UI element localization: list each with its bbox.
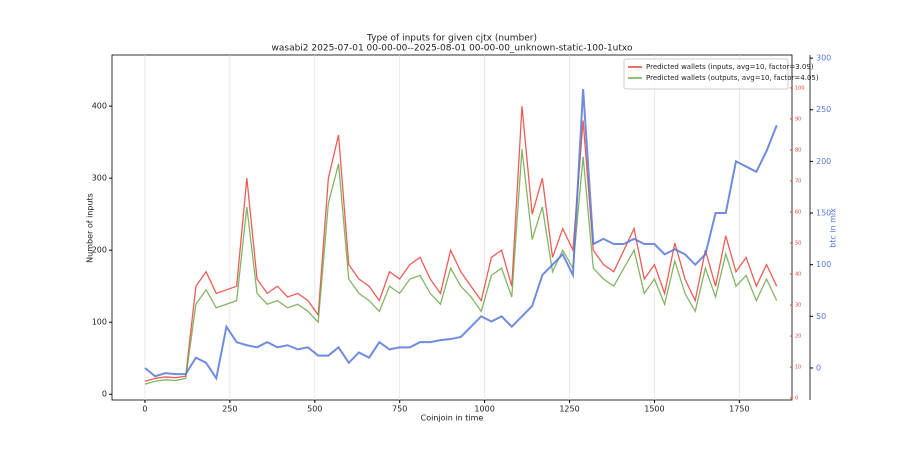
series-line [144, 149, 778, 385]
y-tick-label: 300 [92, 174, 107, 183]
x-tick-label: 250 [222, 405, 237, 414]
series-line [144, 106, 778, 382]
y2-tick-label: 200 [816, 157, 831, 166]
legend-label: Predicted wallets (outputs, avg=10, fact… [646, 74, 819, 82]
series-line [144, 89, 778, 381]
y3-tick-label: 80 [795, 147, 801, 153]
y2-tick-label: 0 [816, 363, 821, 372]
y3-tick-label: 100 [795, 85, 805, 91]
y3-tick-label: 60 [795, 209, 801, 215]
y3-tick-label: 10 [795, 365, 801, 371]
x-tick-label: 1750 [729, 405, 749, 414]
plot-area [111, 54, 793, 401]
y3-tick-label: 40 [795, 272, 801, 278]
chart-subtitle: wasabi2 2025-07-01 00-00-00--2025-08-01 … [272, 44, 633, 54]
y2-tick-label: 150 [816, 209, 831, 218]
y3-tick-label: 50 [795, 241, 801, 247]
y2-axis-label: btc in mix [829, 208, 838, 248]
legend-label: Predicted wallets (inputs, avg=10, facto… [646, 63, 814, 71]
x-tick-label: 1250 [559, 405, 579, 414]
y-tick-label: 400 [92, 102, 107, 111]
y-tick-label: 200 [92, 246, 107, 255]
y2-tick-label: 300 [816, 54, 831, 63]
y3-tick-label: 90 [795, 116, 801, 122]
x-tick-label: 1500 [644, 405, 664, 414]
y-axis-label: Number of inputs [86, 193, 95, 263]
x-tick-label: 500 [307, 405, 322, 414]
x-axis-label: Coinjoin in time [421, 414, 484, 423]
x-tick-label: 0 [142, 405, 147, 414]
y-tick-label: 100 [92, 318, 107, 327]
y3-tick-label: 0 [795, 396, 798, 402]
y2-tick-label: 100 [816, 260, 831, 269]
y3-tick-label: 20 [795, 334, 801, 340]
y-tick-label: 0 [102, 390, 107, 399]
x-tick-label: 750 [392, 405, 407, 414]
y3-tick-label: 30 [795, 303, 801, 309]
chart-title: Type of inputs for given cjtx (number) [366, 34, 537, 44]
y2-tick-label: 250 [816, 105, 831, 114]
legend-box [623, 58, 789, 90]
y2-tick-label: 50 [816, 312, 826, 321]
x-tick-label: 1000 [474, 405, 494, 414]
y3-tick-label: 70 [795, 178, 801, 184]
